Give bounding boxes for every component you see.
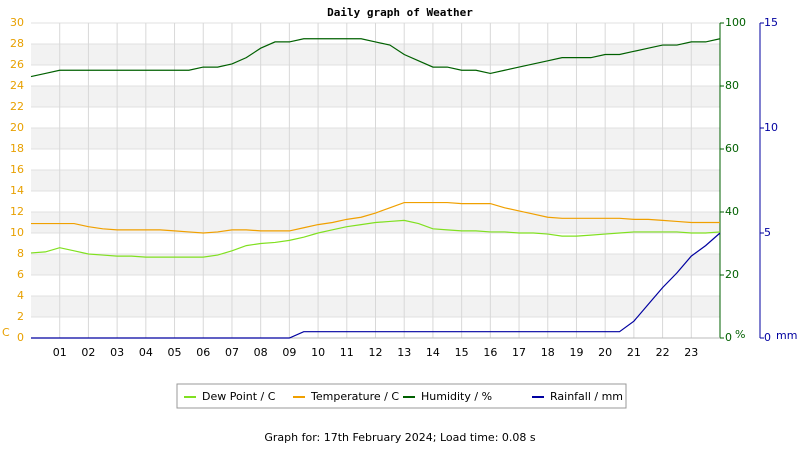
y-tick-label: 6 <box>17 268 24 281</box>
x-tick-label: 23 <box>684 346 698 359</box>
y3-tick-label: 0 <box>764 331 771 344</box>
y-tick-label: 14 <box>10 184 24 197</box>
series-line <box>31 232 721 339</box>
y-tick-label: 20 <box>10 121 24 134</box>
x-tick-label: 19 <box>569 346 583 359</box>
y2-tick-label: 100 <box>725 16 746 29</box>
y3-tick-label: 5 <box>764 226 771 239</box>
legend-label: Humidity / % <box>421 390 492 403</box>
x-tick-label: 03 <box>110 346 124 359</box>
y-tick-label: 28 <box>10 37 24 50</box>
x-tick-label: 20 <box>598 346 612 359</box>
y-tick-label: 8 <box>17 247 24 260</box>
y-tick-label: 16 <box>10 163 24 176</box>
y2-tick-label: 20 <box>725 268 739 281</box>
x-tick-label: 22 <box>656 346 670 359</box>
y2-tick-label: 0 <box>725 331 732 344</box>
legend-label: Temperature / C <box>310 390 399 403</box>
legend-label: Rainfall / mm <box>550 390 623 403</box>
x-tick-label: 14 <box>426 346 440 359</box>
y-tick-label: 10 <box>10 226 24 239</box>
y-tick-label: 4 <box>17 289 24 302</box>
x-tick-label: 21 <box>627 346 641 359</box>
x-tick-label: 15 <box>455 346 469 359</box>
y2-axis-label: % <box>735 328 745 341</box>
series-line <box>30 219 721 258</box>
x-tick-label: 05 <box>168 346 182 359</box>
x-tick-label: 12 <box>369 346 383 359</box>
x-tick-label: 16 <box>483 346 497 359</box>
y-axis-label: C <box>2 326 10 339</box>
y2-tick-label: 40 <box>725 205 739 218</box>
y-tick-label: 26 <box>10 58 24 71</box>
series-line <box>30 38 721 78</box>
x-tick-label: 10 <box>311 346 325 359</box>
y-tick-label: 30 <box>10 16 24 29</box>
x-tick-label: 08 <box>254 346 268 359</box>
x-tick-label: 04 <box>139 346 153 359</box>
y-tick-label: 0 <box>17 331 24 344</box>
chart-title: Daily graph of Weather <box>327 6 473 19</box>
x-tick-label: 13 <box>397 346 411 359</box>
y3-tick-label: 15 <box>764 16 778 29</box>
x-tick-label: 18 <box>541 346 555 359</box>
y-tick-label: 22 <box>10 100 24 113</box>
footer: Graph for: 17th February 2024; Load time… <box>264 431 536 444</box>
y3-tick-label: 10 <box>764 121 778 134</box>
legend-label: Dew Point / C <box>202 390 276 403</box>
x-tick-label: 06 <box>196 346 210 359</box>
y3-axis-label: mm <box>776 329 797 342</box>
y2-tick-label: 80 <box>725 79 739 92</box>
y-tick-label: 24 <box>10 79 24 92</box>
x-tick-label: 09 <box>282 346 296 359</box>
y-tick-label: 2 <box>17 310 24 323</box>
x-tick-label: 01 <box>53 346 67 359</box>
y2-tick-label: 60 <box>725 142 739 155</box>
x-tick-label: 17 <box>512 346 526 359</box>
y-tick-label: 12 <box>10 205 24 218</box>
legend-box <box>176 383 627 409</box>
x-tick-label: 11 <box>340 346 354 359</box>
x-tick-label: 07 <box>225 346 239 359</box>
y-tick-label: 18 <box>10 142 24 155</box>
x-tick-label: 02 <box>81 346 95 359</box>
series-line <box>31 201 720 234</box>
